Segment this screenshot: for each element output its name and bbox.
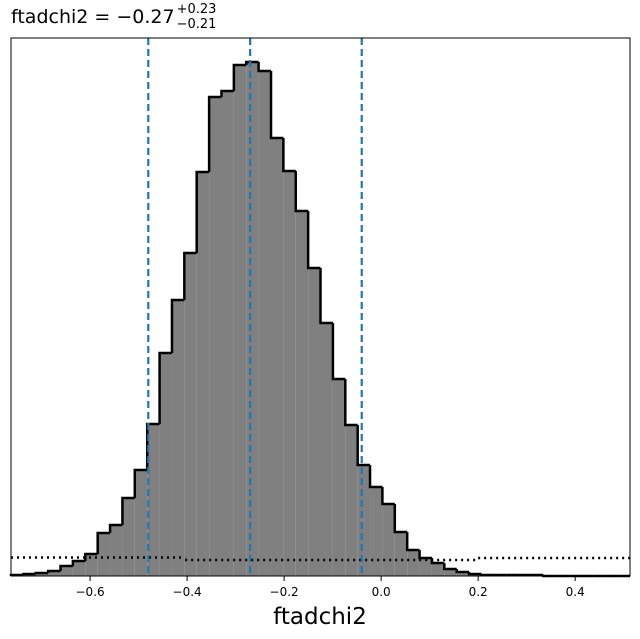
bar-outline	[356, 425, 371, 467]
bar	[456, 572, 470, 576]
bar-outline	[455, 569, 470, 574]
bar	[233, 65, 247, 576]
bar	[295, 211, 309, 576]
bar	[159, 353, 172, 576]
x-tick-label: 0.0	[372, 585, 391, 599]
bar-outline	[183, 251, 197, 300]
bar	[308, 268, 321, 576]
bar-outline	[344, 379, 358, 427]
bar-outline	[269, 71, 284, 140]
bar	[184, 253, 197, 576]
bar-outline	[158, 351, 172, 424]
bar-outline	[121, 496, 135, 525]
x-tick-label: 0.2	[469, 585, 488, 599]
bar-outline	[244, 60, 259, 65]
bar-outline	[22, 572, 36, 576]
bar-outline	[257, 62, 272, 73]
bar-outline	[59, 564, 73, 571]
bar	[72, 561, 86, 576]
bar-outline	[294, 171, 309, 213]
title-subscript: −0.21	[177, 17, 217, 32]
bar-outline	[381, 487, 395, 506]
bar-outline	[480, 573, 494, 577]
bar-outline	[331, 323, 346, 381]
bar-outline	[393, 504, 408, 534]
title-superscript: +0.23	[177, 2, 217, 17]
bar	[370, 487, 383, 576]
bar	[258, 71, 272, 576]
bar-outline	[71, 559, 86, 566]
bar-outline	[368, 465, 383, 489]
x-tick-label: 0.4	[566, 585, 585, 599]
bar	[246, 62, 259, 576]
bar	[407, 550, 420, 576]
bar-outline	[232, 63, 247, 91]
bar	[134, 470, 148, 576]
bar-outline	[220, 89, 234, 97]
bar-outline	[443, 563, 457, 571]
bar-outline	[108, 523, 123, 533]
x-axis-label: ftadchi2	[273, 604, 367, 630]
bar	[147, 424, 160, 576]
bar-outline	[405, 532, 420, 552]
bar	[35, 573, 49, 576]
bar	[97, 533, 111, 576]
bar	[431, 563, 445, 576]
bar	[444, 569, 457, 576]
bar	[196, 172, 210, 576]
bar-outline	[319, 268, 333, 325]
bar	[271, 138, 284, 576]
bar	[345, 425, 358, 576]
bar	[48, 571, 61, 576]
bar-outline	[207, 95, 222, 172]
bar	[110, 525, 123, 576]
bar	[320, 323, 333, 576]
x-tick-label: −0.2	[270, 585, 299, 599]
bar	[283, 171, 296, 576]
bar	[209, 97, 222, 576]
bar	[394, 532, 408, 576]
bar-outline	[133, 468, 148, 498]
bar	[60, 566, 73, 576]
bar	[85, 554, 98, 576]
bar-outline	[282, 138, 296, 173]
bar-outline	[418, 550, 432, 560]
bar-outline	[170, 298, 185, 353]
x-tick-label: −0.6	[76, 585, 105, 599]
bar-outline	[96, 531, 111, 554]
bar	[419, 558, 432, 576]
bar-outline	[84, 552, 98, 561]
bar-outline	[46, 569, 61, 573]
bar-outline	[467, 572, 482, 576]
bar	[122, 498, 135, 576]
bar-outline	[306, 211, 321, 270]
plot-frame	[10, 37, 631, 577]
bar	[382, 504, 395, 576]
bar	[332, 379, 346, 576]
bar-outline	[34, 571, 49, 575]
chart-title: ftadchi2 = −0.27	[11, 6, 175, 28]
x-tick-label: −0.4	[173, 585, 202, 599]
bar	[221, 91, 234, 576]
bar-outline	[195, 170, 210, 253]
bar	[171, 300, 185, 576]
